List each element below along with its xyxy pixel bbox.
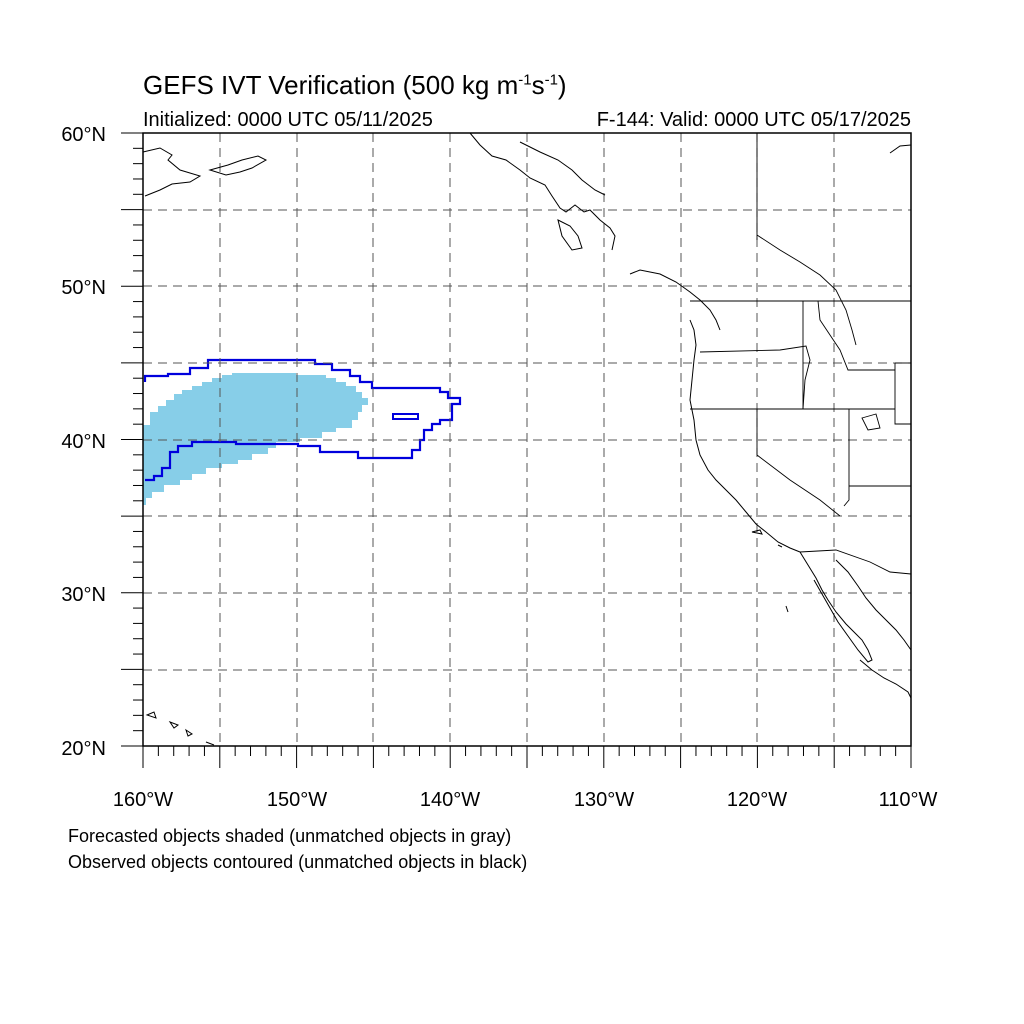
lat-label: 40°N [61,431,106,453]
observed-note: Observed objects contoured (unmatched ob… [68,852,528,872]
lon-label: 140°W [420,789,480,811]
longitude-labels: 160°W 150°W 140°W 130°W 120°W 110°W [113,789,938,811]
lat-label: 60°N [61,124,106,146]
axis-ticks [121,132,912,768]
forecast-note: Forecasted objects shaded (unmatched obj… [68,826,512,846]
lat-label: 30°N [61,584,106,606]
observed-object-contour [143,358,462,482]
forecast-object [143,373,368,505]
valid-time: F-144: Valid: 0000 UTC 05/17/2025 [596,109,911,131]
lon-label: 130°W [574,789,634,811]
lon-label: 160°W [113,789,173,811]
lat-label: 50°N [61,277,106,299]
lat-label: 20°N [61,738,106,760]
chart-title: GEFS IVT Verification (500 kg m-1s-1) [143,70,567,100]
init-time: Initialized: 0000 UTC 05/11/2025 [143,109,433,131]
lon-label: 150°W [267,789,327,811]
grid-lines [143,133,911,746]
lon-label: 110°W [879,789,938,811]
latitude-labels: 60°N 50°N 40°N 30°N 20°N [61,124,106,760]
coastlines [142,132,912,746]
observed-object-small-contour [392,413,419,420]
lon-label: 120°W [727,789,787,811]
political-boundaries [690,133,912,575]
